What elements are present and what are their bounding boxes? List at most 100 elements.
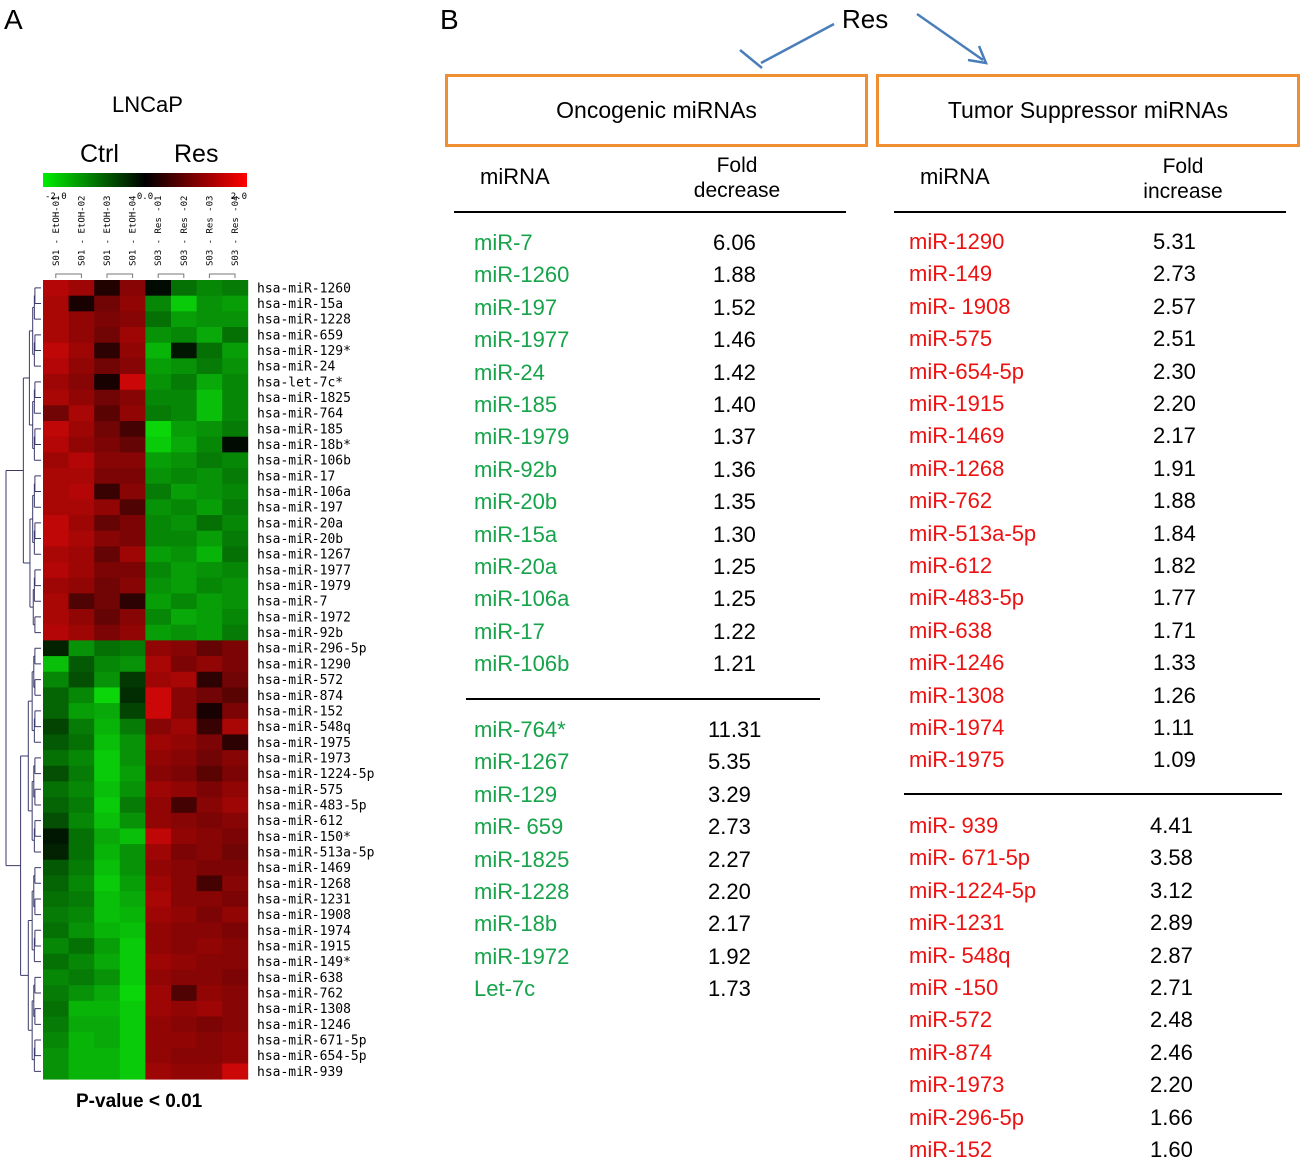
heatmap-cell xyxy=(68,562,95,579)
tumor-suppressor-fold-value: 1.82 xyxy=(1153,553,1196,578)
oncogenic-mirna-name: miR-197 xyxy=(474,294,558,320)
heatmap-row-label: hsa-miR-197 xyxy=(257,501,343,516)
tumor-suppressor-mirna-name: miR-1308 xyxy=(909,682,1005,708)
heatmap-cell xyxy=(68,985,95,1002)
tumor-suppressor-mirna-name: miR-1973 xyxy=(909,1072,1005,1098)
heatmap-cell xyxy=(222,609,249,626)
heatmap-cell xyxy=(68,1016,95,1033)
heatmap-cell xyxy=(196,499,223,516)
dendrogram-branch xyxy=(34,757,41,775)
heatmap-cell xyxy=(68,703,95,720)
heatmap-cell xyxy=(222,1063,249,1080)
heatmap-row-label: hsa-miR-1825 xyxy=(257,391,351,406)
heatmap-cell xyxy=(145,687,172,704)
heatmap-row-label: hsa-miR-1469 xyxy=(257,861,351,876)
heatmap-cell xyxy=(222,859,249,876)
heatmap-cell xyxy=(68,875,95,892)
heatmap-cell xyxy=(171,546,197,563)
heatmap-row-label: hsa-miR-1915 xyxy=(257,939,351,954)
heatmap-cell xyxy=(68,374,95,391)
heatmap-cell xyxy=(68,405,95,422)
heatmap-cell xyxy=(145,703,172,720)
heatmap-row-label: hsa-miR-654-5p xyxy=(257,1049,367,1064)
heatmap-cell xyxy=(119,609,146,626)
heatmap-cell xyxy=(119,703,146,720)
heatmap-cell xyxy=(196,734,223,751)
heatmap-row-label: hsa-miR-513a-5p xyxy=(257,845,375,860)
heatmap-cell xyxy=(68,577,95,594)
heatmap-cell xyxy=(68,311,95,328)
heatmap-cell xyxy=(43,797,69,814)
heatmap-cell xyxy=(43,985,69,1002)
heatmap-cell xyxy=(68,969,95,986)
heatmap-cell xyxy=(94,938,121,955)
heatmap-cell xyxy=(222,327,249,344)
heatmap-cell xyxy=(119,750,146,767)
tumor-suppressor-mirna-name: miR-1915 xyxy=(909,391,1005,416)
heatmap-cell xyxy=(171,405,197,422)
dendrogram-branch xyxy=(55,273,236,278)
heatmap-cell xyxy=(222,718,249,735)
heatmap-row-label: hsa-miR-24 xyxy=(257,360,335,375)
tumor-suppressor-mirna-name: miR-1974 xyxy=(909,715,1005,740)
heatmap-cell xyxy=(222,781,249,798)
heatmap-cell xyxy=(145,374,172,391)
heatmap-cell xyxy=(94,1000,121,1017)
heatmap-cell xyxy=(119,875,146,892)
tumor-suppressor-mirna-name: miR-1231 xyxy=(909,910,1005,936)
heatmap-cell xyxy=(196,342,223,359)
heatmap-cell xyxy=(68,452,95,469)
heatmap-cell xyxy=(68,734,95,751)
heatmap-cell xyxy=(171,452,197,469)
column-label: S03 - Res -04 xyxy=(231,196,241,266)
heatmap-cell xyxy=(119,483,146,500)
tumor-suppressor-mirna-name: miR-1246 xyxy=(909,650,1005,676)
heatmap-cell xyxy=(94,703,121,720)
heatmap-cell xyxy=(145,609,172,626)
heatmap-cell xyxy=(222,922,249,939)
heatmap-cell xyxy=(43,687,69,704)
tumor-suppressor-mirna-name: miR-638 xyxy=(909,617,993,643)
heatmap-cell xyxy=(119,577,146,594)
heatmap-cell xyxy=(222,734,249,751)
heatmap-cell xyxy=(145,812,172,829)
heatmap-cell xyxy=(68,280,95,297)
tumor-suppressor-fold-value: 1.77 xyxy=(1153,585,1196,611)
heatmap-cell xyxy=(68,1063,95,1080)
heatmap-cell xyxy=(171,295,197,312)
heatmap-cell xyxy=(43,468,69,485)
heatmap-cell xyxy=(119,781,146,798)
heatmap-cell xyxy=(145,593,172,610)
heatmap-row-label: hsa-miR-17 xyxy=(257,469,335,484)
oncogenic-box: Oncogenic miRNAs xyxy=(445,74,868,147)
tumor-suppressor-mirna-name: miR-296-5p xyxy=(909,1104,1024,1130)
heatmap-cell xyxy=(145,781,172,798)
heatmap-cell xyxy=(222,656,249,673)
heatmap-cell xyxy=(94,311,121,328)
heatmap-cell xyxy=(119,656,146,673)
oncogenic-fold-value: 1.21 xyxy=(713,651,756,677)
heatmap-cell xyxy=(43,969,69,986)
heatmap-cell xyxy=(222,891,249,908)
heatmap-cell xyxy=(196,530,223,547)
heatmap-cell xyxy=(222,593,249,610)
heatmap-cell xyxy=(68,922,95,939)
heatmap-cell xyxy=(119,499,146,516)
oncogenic-mirna-name: Let-7c xyxy=(474,976,536,1002)
heatmap-cell xyxy=(43,327,69,344)
heatmap-cell xyxy=(94,985,121,1002)
heatmap-row-label: hsa-miR-1977 xyxy=(257,563,351,578)
oncogenic-fold-value: 1.40 xyxy=(713,392,756,417)
heatmap-cell xyxy=(94,969,121,986)
tumor-col-fold-line2: increase xyxy=(1143,179,1223,203)
panel-a-letter: A xyxy=(4,4,23,35)
heatmap-cell xyxy=(68,436,95,453)
oncogenic-mirna-name: miR-17 xyxy=(474,618,545,644)
heatmap-cell xyxy=(196,452,223,469)
heatmap-cell xyxy=(145,530,172,547)
heatmap-cell xyxy=(222,374,249,391)
heatmap-cell xyxy=(119,327,146,344)
heatmap-cell xyxy=(119,624,146,641)
heatmap-cell xyxy=(145,891,172,908)
heatmap-cell xyxy=(222,1047,249,1064)
